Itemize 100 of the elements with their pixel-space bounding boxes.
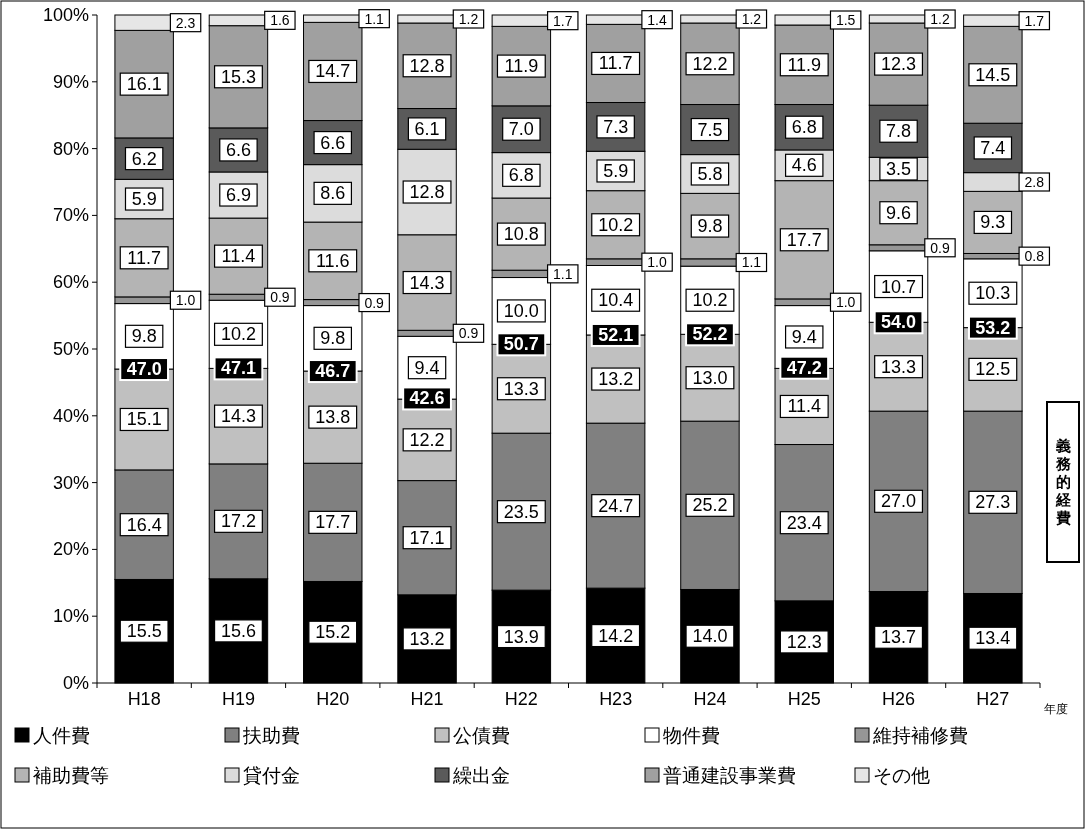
data-label: 10.8 xyxy=(503,224,539,245)
data-label: 25.2 xyxy=(692,495,728,516)
data-label: 1.1 xyxy=(553,265,573,282)
data-label: 6.2 xyxy=(131,148,157,169)
data-label: 17.1 xyxy=(409,527,445,548)
legend-label: 貸付金 xyxy=(243,764,300,786)
y-tick-label: 90% xyxy=(52,71,89,92)
data-label: 7.8 xyxy=(886,121,912,142)
data-label: 12.3 xyxy=(786,631,822,652)
data-label: 7.4 xyxy=(980,137,1006,158)
y-tick-label: 0% xyxy=(62,673,89,693)
data-label: 12.2 xyxy=(692,53,728,74)
data-label: 7.3 xyxy=(603,116,629,137)
data-label: 17.7 xyxy=(786,229,822,250)
data-label: 8.6 xyxy=(320,183,346,204)
y-tick-label: 40% xyxy=(52,405,89,426)
data-label: 1.0 xyxy=(175,292,196,309)
data-label: 27.0 xyxy=(881,491,917,512)
annotation: 47.1 xyxy=(220,358,256,379)
x-tick-label: H20 xyxy=(316,689,350,709)
data-label: 12.8 xyxy=(409,182,445,203)
x-axis-title: 年度 xyxy=(1044,702,1068,716)
legend-label: 繰出金 xyxy=(452,764,510,786)
legend-label: 扶助費 xyxy=(242,724,300,746)
data-label: 9.3 xyxy=(980,212,1006,233)
data-label: 14.0 xyxy=(692,626,728,647)
data-label: 11.7 xyxy=(127,247,161,268)
data-label: 9.4 xyxy=(791,326,817,347)
data-label: 13.8 xyxy=(315,407,351,428)
data-label: 12.5 xyxy=(975,359,1011,380)
data-label: 4.6 xyxy=(791,155,817,176)
annotation: 47.2 xyxy=(786,357,822,378)
data-label: 16.4 xyxy=(126,514,162,535)
data-label: 5.8 xyxy=(697,163,723,184)
data-label: 9.8 xyxy=(131,326,157,347)
data-label: 1.2 xyxy=(458,11,479,28)
y-tick-label: 20% xyxy=(52,539,89,560)
data-label: 3.5 xyxy=(886,158,912,179)
data-label: 7.5 xyxy=(697,119,723,140)
y-tick-label: 50% xyxy=(52,339,89,359)
data-label: 12.2 xyxy=(409,429,445,450)
y-tick-label: 70% xyxy=(52,205,89,226)
data-label: 9.8 xyxy=(320,328,346,349)
data-label: 6.8 xyxy=(508,165,534,186)
y-tick-label: 60% xyxy=(52,272,89,293)
data-label: 7.0 xyxy=(508,119,534,140)
data-label: 11.4 xyxy=(787,396,822,417)
data-label: 23.4 xyxy=(786,512,822,533)
legend-label: 公債費 xyxy=(453,724,510,746)
data-label: 14.5 xyxy=(975,64,1011,85)
data-label: 13.3 xyxy=(503,378,539,399)
legend-label: 人件費 xyxy=(33,724,90,746)
data-label: 1.1 xyxy=(741,254,762,271)
data-label: 13.4 xyxy=(975,628,1011,649)
data-label: 1.1 xyxy=(364,10,385,27)
annotation: 53.2 xyxy=(975,317,1011,338)
legend-label: 補助費等 xyxy=(33,764,109,786)
data-label: 0.8 xyxy=(1024,248,1045,265)
data-label: 27.3 xyxy=(975,492,1011,513)
legend-label: 物件費 xyxy=(663,724,720,746)
data-label: 15.1 xyxy=(126,409,162,430)
data-label: 5.9 xyxy=(131,189,157,210)
data-label: 1.6 xyxy=(270,12,290,29)
y-tick-label: 10% xyxy=(52,606,89,627)
legend-label: 普通建設事業費 xyxy=(663,764,796,786)
data-label: 13.0 xyxy=(692,367,728,388)
data-label: 0.9 xyxy=(364,294,385,311)
data-label: 15.3 xyxy=(220,66,256,87)
data-label: 13.7 xyxy=(881,627,917,648)
data-label: 14.2 xyxy=(598,625,634,646)
data-label: 14.3 xyxy=(409,272,445,293)
x-tick-label: H21 xyxy=(410,689,444,709)
data-label: 14.7 xyxy=(315,61,351,82)
data-label: 6.9 xyxy=(225,185,251,206)
data-label: 15.5 xyxy=(126,621,162,642)
data-label: 9.4 xyxy=(414,357,440,378)
annotation: 54.0 xyxy=(881,312,917,333)
data-label: 10.4 xyxy=(598,290,634,311)
x-tick-label: H25 xyxy=(787,689,821,709)
data-label: 10.2 xyxy=(220,324,256,345)
data-label: 1.2 xyxy=(741,11,762,28)
data-label: 16.1 xyxy=(126,74,162,95)
legend-label: 維持補修費 xyxy=(872,724,968,746)
data-label: 1.2 xyxy=(930,11,950,28)
legend-label: その他 xyxy=(873,764,930,786)
data-label: 1.0 xyxy=(647,254,667,271)
data-label: 15.6 xyxy=(220,620,256,641)
y-tick-label: 30% xyxy=(52,472,89,493)
data-label: 2.8 xyxy=(1024,174,1045,190)
data-label: 10.7 xyxy=(881,276,917,297)
data-label: 11.7 xyxy=(598,53,633,74)
data-label: 6.1 xyxy=(414,118,440,139)
x-tick-label: H23 xyxy=(599,689,633,709)
data-label: 13.3 xyxy=(881,356,917,377)
data-label: 11.4 xyxy=(221,246,256,267)
data-label: 0.9 xyxy=(458,325,479,342)
y-tick-label: 80% xyxy=(52,138,89,159)
data-label: 13.2 xyxy=(598,369,634,390)
data-label: 0.9 xyxy=(930,239,950,256)
data-label: 6.6 xyxy=(320,132,346,153)
